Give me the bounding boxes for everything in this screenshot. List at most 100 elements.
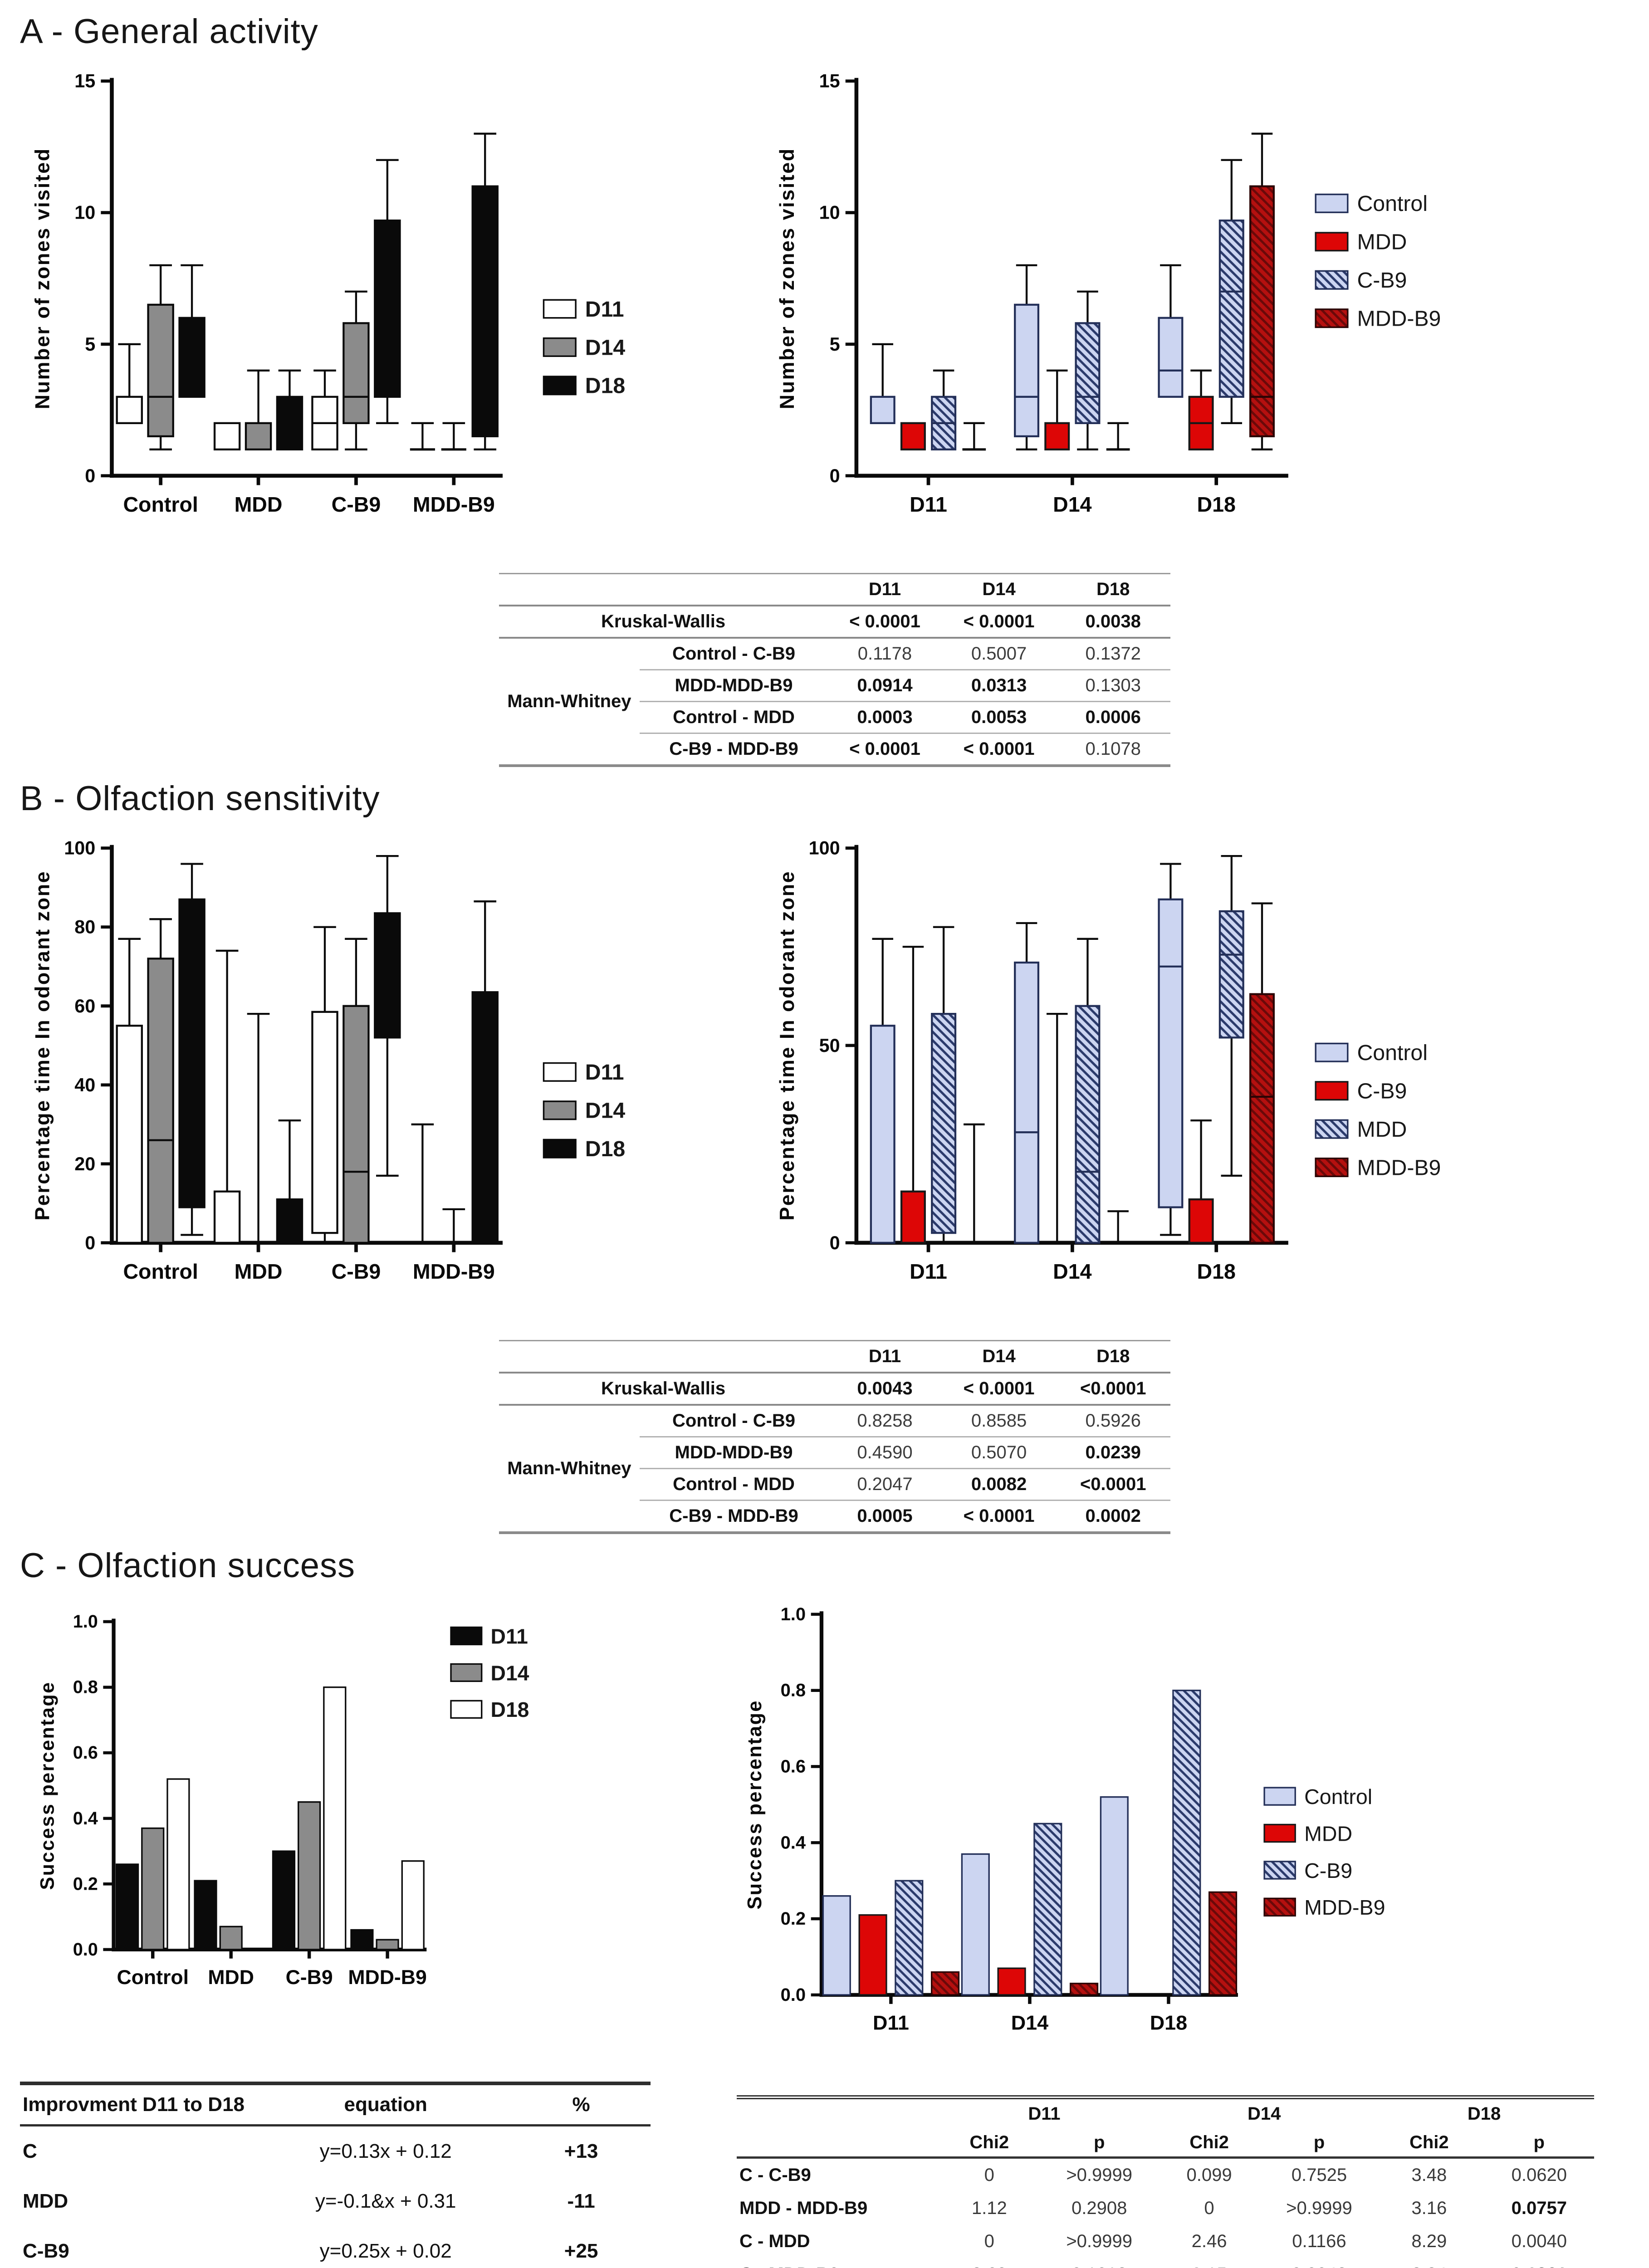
y-tick-label: 0 — [830, 1232, 840, 1253]
legend-label: MDD — [1357, 1117, 1407, 1142]
legend-label: D11 — [491, 1624, 528, 1648]
p-value: 0.0038 — [1056, 606, 1170, 639]
legend-swatch-D14 — [543, 337, 577, 357]
legend-item-C-B9: C-B9 — [1315, 268, 1407, 293]
legend-label: D18 — [491, 1698, 529, 1721]
x-category-label: MDD-B9 — [413, 1260, 495, 1283]
mark-MDD-B9-D11 — [350, 1929, 374, 1950]
mark-D14-MDD-B9 — [1106, 1210, 1130, 1244]
y-tick-label: 5 — [830, 334, 840, 355]
mark-D18-MDD-B9 — [1208, 1891, 1238, 1996]
column-header: equation — [259, 2083, 512, 2126]
stat-value: >0.9999 — [1066, 2165, 1133, 2185]
section-b-charts-row: 0 20 40 60 80 100 Percentage time In odorant z… — [20, 825, 1649, 1333]
legend-swatch-D14 — [543, 1100, 577, 1120]
y-tick-label: 10 — [74, 202, 95, 223]
percent-value: +25 — [564, 2240, 598, 2262]
y-tick-label: 50 — [819, 1035, 840, 1056]
legend-label: D14 — [585, 1099, 626, 1123]
x-category-label: Control — [123, 493, 198, 516]
mark-D18-C-B9 — [1172, 1690, 1201, 1996]
legend-item-MDD: MDD — [1315, 230, 1407, 254]
y-tick-label: 20 — [74, 1154, 95, 1174]
day-header: D11 — [1028, 2104, 1061, 2124]
legend-item-MDD-B9: MDD-B9 — [1315, 307, 1441, 331]
table-row: Kruskal-Wallis 0.0043 < 0.0001 <0.0001 — [499, 1373, 1170, 1406]
y-axis-label: Number of zones visited — [776, 147, 798, 409]
box-chart-a-left: 0 5 10 15 Number of zones visited Control MDD C… — [31, 71, 626, 516]
mark-MDD-D18 — [276, 369, 303, 450]
table-row: MDD-MDD-B9 0.0914 0.0313 0.1303 — [499, 670, 1170, 702]
x-category-label: D14 — [1053, 493, 1092, 516]
p-value: 0.0003 — [827, 701, 942, 734]
mark-MDD-D18 — [276, 1119, 303, 1244]
column-header: Improvment D11 to D18 — [20, 2083, 260, 2126]
legend-swatch-D14 — [450, 1663, 483, 1682]
x-category-label: Control — [117, 1966, 189, 1989]
stats-table-b-stats: D11 D14 D18 Kruskal-Wallis 0.0043 < 0.0001 <0.… — [499, 1340, 1170, 1534]
y-tick-label: 0.0 — [73, 1940, 98, 1960]
mark-MDD-B9-D11 — [410, 1123, 435, 1244]
x-category-label: MDD-B9 — [413, 493, 495, 516]
group-label: C — [23, 2140, 37, 2162]
mark-D11-Control — [822, 1895, 851, 1996]
mark-D11-MDD — [931, 926, 957, 1244]
y-tick-label: 0.0 — [781, 1985, 806, 2005]
legend-item-MDD-B9: MDD-B9 — [1315, 1155, 1441, 1180]
mark-MDD-D11 — [213, 422, 241, 450]
table-row: Chi2 p Chi2 p Chi2 p — [737, 2129, 1594, 2159]
legend-swatch-D11 — [450, 1626, 483, 1646]
legend-swatch-D11 — [543, 1062, 577, 1082]
stat-value: 0 — [1204, 2198, 1214, 2218]
mark-D14-C-B9 — [1075, 290, 1101, 450]
p-value: 0.4590 — [827, 1437, 942, 1469]
table-b-pvalues: D11 D14 D18 Kruskal-Wallis 0.0043 < 0.0001 <0.… — [499, 1333, 1170, 1534]
stat-value: >0.9999 — [1066, 2231, 1133, 2251]
table-row: D11 D14 D18 — [499, 1340, 1170, 1374]
mark-MDD-D14 — [245, 1013, 271, 1244]
y-axis-label: Number of zones visited — [31, 147, 54, 409]
p-value: 0.8258 — [827, 1405, 942, 1437]
y-tick-label: 60 — [74, 996, 95, 1017]
p-value: < 0.0001 — [942, 1373, 1056, 1406]
stat-value: 8.15 — [1154, 2258, 1264, 2268]
p-value: 0.5070 — [942, 1437, 1056, 1469]
y-tick-label: 1.0 — [73, 1612, 98, 1632]
day-header: D14 — [1248, 2104, 1281, 2124]
legend-swatch-Control — [1315, 1042, 1349, 1062]
stat-value: 1.12 — [971, 2198, 1007, 2218]
mark-MDD-B9-D18 — [471, 132, 499, 450]
y-tick-label: 80 — [74, 917, 95, 938]
legend-swatch-D11 — [543, 299, 577, 319]
y-tick-label: 100 — [64, 838, 95, 859]
legend-label: C-B9 — [1357, 268, 1407, 293]
section-c-left-column: 0.0 0.2 0.4 0.6 0.8 1.0 Success percentage Cont… — [20, 1592, 691, 2268]
p-value: 0.0082 — [942, 1468, 1056, 1501]
day-header: D18 — [1056, 573, 1170, 606]
pair-label: C-B9 - MDD-B9 — [669, 1506, 798, 1526]
x-category-label: D18 — [1197, 1260, 1236, 1283]
y-axis-label: Percentage time In odorant zone — [776, 870, 798, 1221]
percent-value: +13 — [564, 2140, 598, 2162]
legend-item-Control: Control — [1263, 1785, 1372, 1809]
mark-D18-Control — [1100, 1796, 1129, 1996]
mark-C-B9-D14 — [343, 290, 370, 450]
x-category-label: D14 — [1011, 2011, 1048, 2034]
legend-label: D14 — [491, 1661, 529, 1685]
mark-MDD-D11 — [213, 949, 241, 1244]
mark-C-B9-D14 — [298, 1801, 321, 1950]
day-header: D11 — [827, 1340, 942, 1374]
mark-C-B9-D18 — [374, 855, 401, 1177]
stat-value: 0 — [984, 2165, 994, 2185]
x-category-label: Control — [123, 1260, 198, 1283]
pair-label: MDD - MDD-B9 — [739, 2198, 868, 2218]
stat-value: 0.1012 — [1044, 2258, 1154, 2268]
mark-D11-MDD-B9 — [930, 1971, 960, 1996]
table-row: C - MDD-B92.690.10128.150.00432.340.1261 — [737, 2258, 1594, 2268]
legend-label: MDD-B9 — [1357, 1155, 1441, 1180]
legend-label: Control — [1357, 1041, 1428, 1065]
stat-header: Chi2 — [1154, 2129, 1264, 2159]
table-row: Improvment D11 to D18 equation% — [20, 2083, 651, 2126]
p-value: 0.0006 — [1056, 701, 1170, 734]
